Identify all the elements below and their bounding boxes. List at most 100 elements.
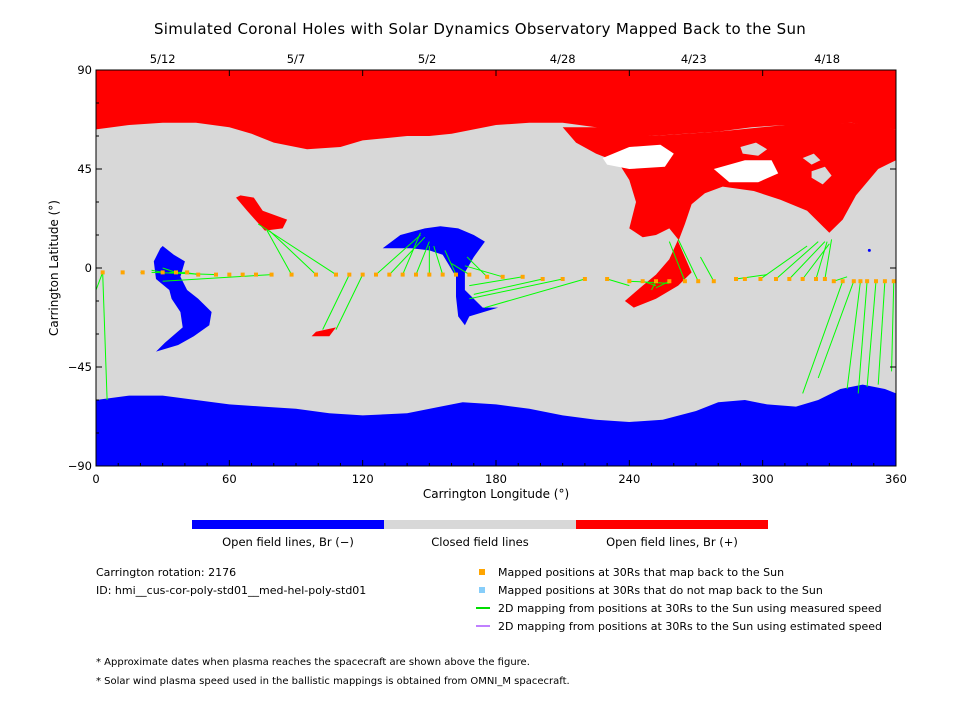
negative-coronal-hole (382, 226, 499, 326)
colorbar-open-positive (576, 520, 768, 529)
mapping-line (375, 234, 421, 275)
mapping-line (469, 276, 523, 287)
x-tick-label: 240 (618, 472, 640, 486)
mapping-line (102, 272, 108, 401)
mapped-point (374, 272, 378, 277)
x-tick-label: 60 (222, 472, 237, 486)
mapped-point (387, 272, 392, 277)
colorbar-closed (384, 520, 576, 529)
top-date-label: 4/18 (814, 52, 840, 66)
mapped-point (851, 279, 856, 284)
green-line-icon (476, 607, 490, 609)
purple-line-icon (476, 625, 490, 627)
colorbar-label-open-positive: Open field lines, Br (+) (606, 535, 738, 549)
mapped-point (520, 274, 525, 279)
mapped-point (831, 279, 836, 284)
mapping-line (824, 239, 833, 280)
x-axis-label: Carrington Longitude (°) (423, 487, 569, 501)
mapping-line (760, 245, 808, 280)
mapped-point (667, 279, 672, 284)
closed-region-cutout (713, 160, 779, 183)
x-tick-label: 0 (92, 472, 99, 486)
y-axis-label: Carrington Latitude (°) (47, 200, 61, 336)
mapped-point (254, 272, 258, 277)
mapping-line (846, 281, 861, 390)
mapping-line (817, 281, 855, 379)
mapping-line (451, 263, 470, 276)
x-tick-label: 360 (885, 472, 907, 486)
axes: 0 60 120 180 240 300 360 90 45 0 −45 −90 5/12 5/7 5/2 4… (47, 52, 907, 501)
mapped-point (560, 277, 565, 281)
positive-coronal-hole (311, 327, 336, 337)
mapped-point (865, 279, 870, 284)
mapping-line (464, 265, 503, 278)
top-date-label: 4/28 (550, 52, 576, 66)
y-tick-label: −45 (68, 360, 92, 374)
mapped-point (605, 277, 610, 281)
note-plasma-speed: * Solar wind plasma speed used in the ba… (96, 676, 570, 687)
mapped-point (485, 274, 490, 279)
colorbar-label-open-negative: Open field lines, Br (−) (222, 535, 354, 549)
mapped-point (822, 277, 827, 281)
mapped-point (240, 272, 245, 277)
legend-label: Mapped positions at 30Rs that do not map… (498, 584, 823, 597)
mapping-line (484, 278, 586, 309)
mapping-line (877, 281, 886, 385)
mapped-point (800, 277, 805, 281)
mapping-line (815, 241, 828, 280)
mapped-point (840, 279, 845, 284)
mapping-line (857, 281, 868, 394)
model-id: ID: hmi__cus-cor-poly-std01__med-hel-pol… (96, 584, 367, 597)
mapping-line (322, 274, 350, 330)
top-date-label: 5/7 (287, 52, 306, 66)
mapped-point (120, 270, 125, 275)
mapped-point (627, 279, 632, 284)
mapped-point (400, 272, 405, 277)
top-date-label: 4/23 (681, 52, 707, 66)
mapped-point (100, 270, 105, 275)
mapping-line (866, 281, 877, 387)
mapping-line (775, 241, 819, 280)
mapping-line (268, 230, 317, 275)
mapped-point (654, 279, 658, 284)
mapping-line (469, 278, 563, 300)
orange-square-icon (479, 569, 485, 575)
mapped-point (289, 272, 294, 277)
mapping-line (433, 245, 444, 275)
negative-coronal-hole (153, 246, 212, 352)
mapping-line (735, 274, 768, 280)
mapping-line (606, 278, 630, 287)
y-tick-label: 45 (77, 162, 92, 176)
mapped-point (882, 279, 887, 284)
mapping-line (444, 250, 457, 275)
mapped-point (454, 272, 458, 277)
mapped-point (787, 277, 792, 281)
mapped-point (140, 270, 145, 275)
mapping-line (162, 274, 272, 282)
light-blue-square-icon (479, 587, 485, 593)
mapped-point (814, 277, 818, 281)
legend-label: 2D mapping from positions at 30Rs to the… (498, 602, 882, 615)
mapping-line (335, 274, 364, 330)
mapped-point (174, 270, 178, 275)
mapped-point (334, 272, 338, 277)
y-tick-label: 90 (77, 63, 92, 77)
top-date-label: 5/12 (150, 52, 176, 66)
mapped-point (711, 279, 716, 284)
mapping-line (266, 230, 292, 275)
closed-island (811, 166, 832, 185)
chart-title: Simulated Coronal Holes with Solar Dynam… (153, 20, 807, 38)
y-tick-label: −90 (68, 459, 92, 473)
mapped-point (414, 272, 418, 277)
mapped-point (774, 277, 778, 281)
mapping-line (668, 241, 686, 282)
legend-label: 2D mapping from positions at 30Rs to the… (498, 620, 883, 633)
south-polar-negative-region (96, 384, 896, 466)
mapping-line (388, 236, 426, 275)
closed-island (740, 142, 768, 156)
mapped-point (874, 279, 878, 284)
mapping-line (833, 276, 848, 282)
north-polar-positive-region (96, 70, 896, 150)
closed-island (802, 153, 821, 165)
